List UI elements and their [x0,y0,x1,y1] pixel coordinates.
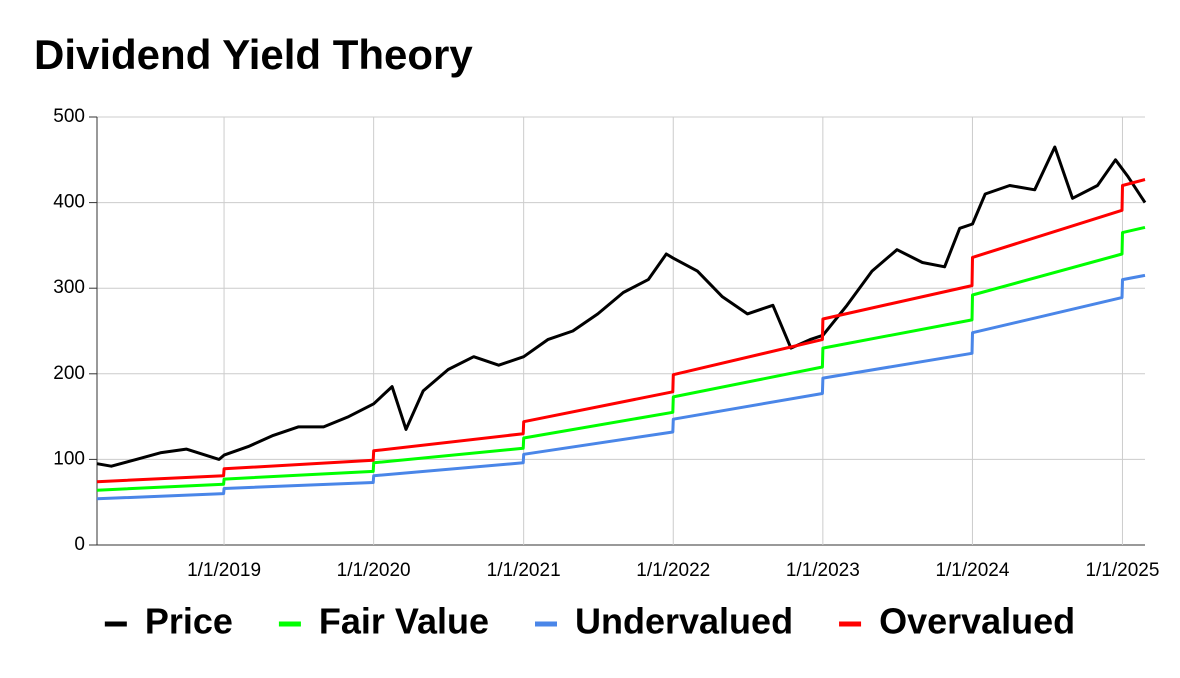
x-tick-label: 1/1/2025 [1085,560,1159,581]
y-tick-label: 500 [53,106,85,127]
legend-label: Fair Value [319,601,489,642]
series-line [96,225,1146,492]
chart-title: Dividend Yield Theory [34,31,473,78]
y-tick-label: 100 [53,448,85,469]
x-tick-label: 1/1/2020 [337,560,411,581]
y-tick-label: 400 [53,192,85,213]
y-tick-label: 300 [53,277,85,298]
x-tick-label: 1/1/2023 [786,560,860,581]
x-tick-label: 1/1/2024 [935,560,1009,581]
series-line [96,273,1146,501]
legend-label: Overvalued [879,601,1075,642]
series-line [96,145,1147,468]
legend-label: Undervalued [575,601,793,642]
x-tick-label: 1/1/2022 [636,560,710,581]
x-tick-label: 1/1/2019 [187,560,261,581]
y-tick-label: 0 [74,534,85,555]
series-line [96,178,1146,484]
x-tick-label: 1/1/2021 [487,560,561,581]
legend-label: Price [145,601,233,642]
y-tick-label: 200 [53,363,85,384]
